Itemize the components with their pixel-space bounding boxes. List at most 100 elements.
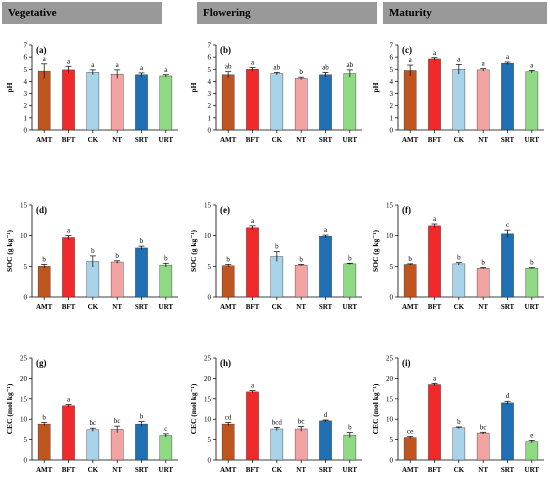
bar-bft (428, 58, 441, 131)
bar-srt (501, 402, 514, 461)
x-tick-label: BFT (62, 303, 76, 311)
bar-nt (476, 432, 490, 461)
bar-bft (428, 225, 441, 298)
x-tick-label: URT (159, 136, 174, 144)
x-tick-label: AMT (220, 136, 237, 144)
significance-letter: bc (90, 419, 97, 427)
bar-ck (270, 256, 284, 298)
x-tick-label: NT (112, 303, 122, 311)
significance-letter: b (481, 259, 485, 267)
x-tick-label: NT (112, 466, 122, 474)
x-tick-label: CK (454, 466, 465, 474)
x-tick-label: BFT (62, 136, 76, 144)
x-tick-label: AMT (402, 136, 419, 144)
x-tick-label: CK (88, 136, 99, 144)
significance-letter: a (164, 66, 168, 74)
x-tick-label: BFT (246, 303, 260, 311)
x-tick-label: NT (112, 136, 122, 144)
bar-srt (501, 233, 514, 298)
significance-letter: ab (322, 63, 329, 71)
bar-urt (343, 263, 357, 298)
y-tick-label: 0 (24, 294, 28, 302)
bar-urt (159, 264, 173, 298)
significance-letter: a (482, 60, 486, 68)
bar-bft (428, 384, 441, 461)
significance-letter: bc (114, 417, 121, 425)
significance-letter: a (433, 49, 437, 57)
y-tick-label: 0 (24, 127, 28, 135)
y-tick-label: 0 (208, 457, 212, 465)
panel-label: (g) (36, 358, 47, 368)
y-axis-title: pH (189, 82, 198, 92)
significance-letter: b (42, 255, 46, 263)
bar-nt (294, 78, 308, 131)
bar-urt (525, 267, 539, 298)
bar-urt (343, 434, 357, 461)
x-tick-label: CK (272, 303, 283, 311)
panel-label: (e) (220, 205, 230, 215)
bar-srt (319, 236, 332, 298)
significance-letter: ab (274, 63, 281, 71)
chart-panel-i: 0 5 10 15 20 25 CEC (mol kg⁻¹) (i) ce AMT a BFT b CK b… (371, 355, 544, 474)
y-tick-label: 3 (208, 90, 212, 98)
x-tick-label: SRT (135, 303, 149, 311)
significance-letter: a (91, 61, 95, 69)
bar-amt (37, 70, 51, 131)
x-tick-label: URT (343, 136, 358, 144)
x-tick-label: BFT (428, 303, 442, 311)
bar-ck (452, 427, 466, 461)
y-tick-label: 5 (208, 66, 212, 74)
y-axis-title: pH (5, 82, 14, 92)
x-tick-label: BFT (428, 136, 442, 144)
significance-letter: b (140, 237, 144, 245)
significance-letter: a (324, 226, 328, 234)
bar-bft (62, 405, 75, 461)
y-tick-label: 5 (390, 263, 394, 271)
significance-letter: b (91, 247, 95, 255)
x-tick-label: NT (478, 136, 488, 144)
x-tick-label: BFT (246, 136, 260, 144)
bar-urt (159, 75, 173, 131)
bar-ck (270, 73, 284, 131)
x-tick-label: SRT (319, 466, 333, 474)
significance-letter: b (530, 259, 534, 267)
y-tick-label: 7 (208, 42, 212, 50)
x-tick-label: URT (159, 466, 174, 474)
x-tick-label: AMT (36, 466, 53, 474)
y-tick-label: 2 (390, 102, 394, 110)
bar-amt (221, 423, 235, 461)
significance-letter: a (530, 62, 534, 70)
header-maturity: Maturity (383, 2, 547, 24)
x-tick-label: URT (343, 466, 358, 474)
y-tick-label: 6 (390, 54, 394, 62)
x-tick-label: CK (88, 466, 99, 474)
y-tick-label: 3 (390, 90, 394, 98)
x-tick-label: AMT (220, 466, 237, 474)
bar-nt (110, 73, 124, 131)
y-tick-label: 15 (204, 202, 212, 210)
significance-letter: c (164, 425, 167, 433)
significance-letter: e (530, 431, 533, 439)
panel-label: (f) (402, 205, 411, 215)
significance-letter: a (140, 64, 144, 72)
y-tick-label: 4 (208, 78, 212, 86)
x-tick-label: AMT (220, 303, 237, 311)
bar-bft (246, 227, 259, 298)
bar-amt (403, 437, 417, 461)
y-tick-label: 15 (386, 202, 394, 210)
bar-ck (452, 69, 466, 131)
bar-nt (476, 267, 490, 298)
y-axis-title: CEC (mol kg⁻¹) (371, 383, 380, 434)
x-tick-label: CK (454, 136, 465, 144)
x-tick-label: NT (478, 466, 488, 474)
bar-urt (525, 71, 539, 131)
significance-letter: a (43, 55, 47, 63)
significance-letter: b (299, 68, 303, 76)
x-tick-label: SRT (135, 136, 149, 144)
significance-letter: ab (347, 61, 354, 69)
y-tick-label: 2 (24, 102, 28, 110)
significance-letter: bc (480, 423, 487, 431)
